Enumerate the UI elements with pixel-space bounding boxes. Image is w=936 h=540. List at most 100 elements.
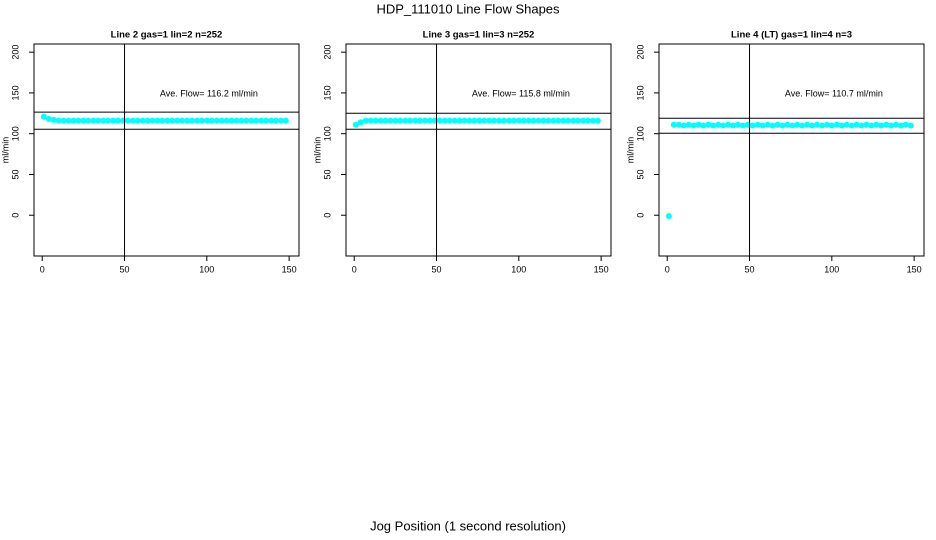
point [665,213,672,220]
point [461,117,468,124]
point [814,121,821,128]
x-tick-label: 50 [120,264,130,274]
point [154,117,161,124]
point [233,117,240,124]
point [213,117,220,124]
point [749,122,756,129]
point [823,121,830,128]
plot-frame [658,43,925,257]
point [466,117,473,124]
point [223,117,230,124]
panel-title: Line 4 (LT) gas=1 lin=4 n=3 [731,30,852,41]
point [446,117,453,124]
point [540,117,547,124]
point [833,121,840,128]
point [735,121,742,128]
point [725,121,732,128]
point [794,121,801,128]
point [525,117,532,124]
point [700,122,707,129]
point [565,117,572,124]
point [695,121,702,128]
y-tick-label: 200 [10,45,20,60]
y-tick-label: 200 [322,45,332,60]
point [505,117,512,124]
point [584,117,591,124]
point [238,117,245,124]
point [535,117,542,124]
x-tick-label: 150 [907,264,922,274]
point [372,117,379,124]
point [705,121,712,128]
y-axis-label: ml/min [0,137,10,164]
point [198,117,205,124]
point [774,121,781,128]
point [804,121,811,128]
point [853,121,860,128]
point [515,117,522,124]
point [65,117,72,124]
y-tick-label: 100 [322,126,332,141]
x-tick-label: 0 [40,264,45,274]
point [545,117,552,124]
y-tick-label: 150 [10,85,20,100]
point [139,117,146,124]
point [40,113,47,120]
point [367,117,374,124]
point [878,122,885,129]
y-tick-label: 0 [10,213,20,218]
point [392,117,399,124]
point [510,117,517,124]
point [496,117,503,124]
point [387,117,394,124]
y-tick-label: 100 [10,126,20,141]
point [272,117,279,124]
point [184,117,191,124]
y-tick-label: 0 [322,213,332,218]
point [838,122,845,129]
point [491,117,498,124]
y-tick-label: 0 [635,213,645,218]
point [60,117,67,124]
point [680,122,687,129]
point [868,122,875,129]
point [769,122,776,129]
point [893,121,900,128]
point [80,117,87,124]
point [451,117,458,124]
point [55,117,62,124]
x-tick-label: 100 [824,264,839,274]
y-tick-label: 100 [635,126,645,141]
point [570,117,577,124]
x-tick-label: 100 [199,264,214,274]
point [422,117,429,124]
panel-title: Line 2 gas=1 lin=2 n=252 [111,30,223,41]
y-tick-label: 200 [635,45,645,60]
x-tick-label: 150 [594,264,609,274]
y-tick-label: 150 [322,85,332,100]
point [715,121,722,128]
point [858,122,865,129]
point [179,117,186,124]
x-tick-label: 0 [665,264,670,274]
point [85,117,92,124]
annotation: Ave. Flow= 110.7 ml/min [785,88,883,98]
point [193,117,200,124]
point [263,117,270,124]
point [456,117,463,124]
point [412,117,419,124]
point [471,117,478,124]
point [90,117,97,124]
point [789,122,796,129]
point [417,117,424,124]
point [95,117,102,124]
point [258,117,265,124]
point [828,122,835,129]
point [530,117,537,124]
point [476,117,483,124]
point [779,122,786,129]
point [268,117,275,124]
point [114,117,121,124]
y-tick-label: 150 [635,85,645,100]
point [174,117,181,124]
